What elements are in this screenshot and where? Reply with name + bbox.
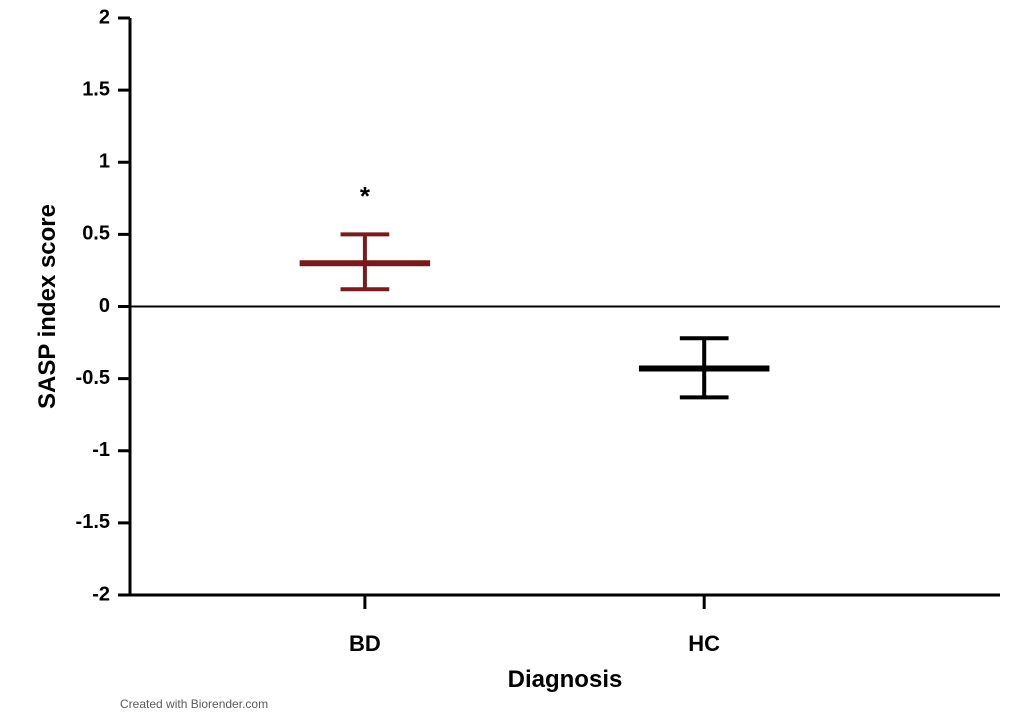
y-tick-label: 1.5 (82, 78, 110, 100)
footer-credit: Created with Biorender.com (120, 697, 268, 711)
y-tick-label: -2 (92, 583, 110, 605)
y-tick-label: -1.5 (76, 511, 110, 533)
y-tick-label: 0.5 (82, 223, 110, 245)
y-tick-label: 1 (99, 151, 110, 173)
x-tick-label: BD (349, 631, 381, 656)
y-tick-label: 2 (99, 6, 110, 28)
y-tick-label: -1 (92, 439, 110, 461)
y-axis-label: SASP index score (34, 204, 61, 409)
x-axis-label: Diagnosis (508, 666, 623, 693)
significance-annotation: * (360, 181, 371, 211)
chart-background (0, 0, 1024, 717)
x-tick-label: HC (688, 631, 720, 656)
sasp-errorbar-chart: -2 -1.5 -1 -0.5 0 0.5 1 1.5 2 BD HC SASP index scor… (0, 0, 1024, 717)
y-tick-label: 0 (99, 295, 110, 317)
chart-container: -2 -1.5 -1 -0.5 0 0.5 1 1.5 2 BD HC SASP index scor… (0, 0, 1024, 717)
y-tick-label: -0.5 (76, 367, 110, 389)
